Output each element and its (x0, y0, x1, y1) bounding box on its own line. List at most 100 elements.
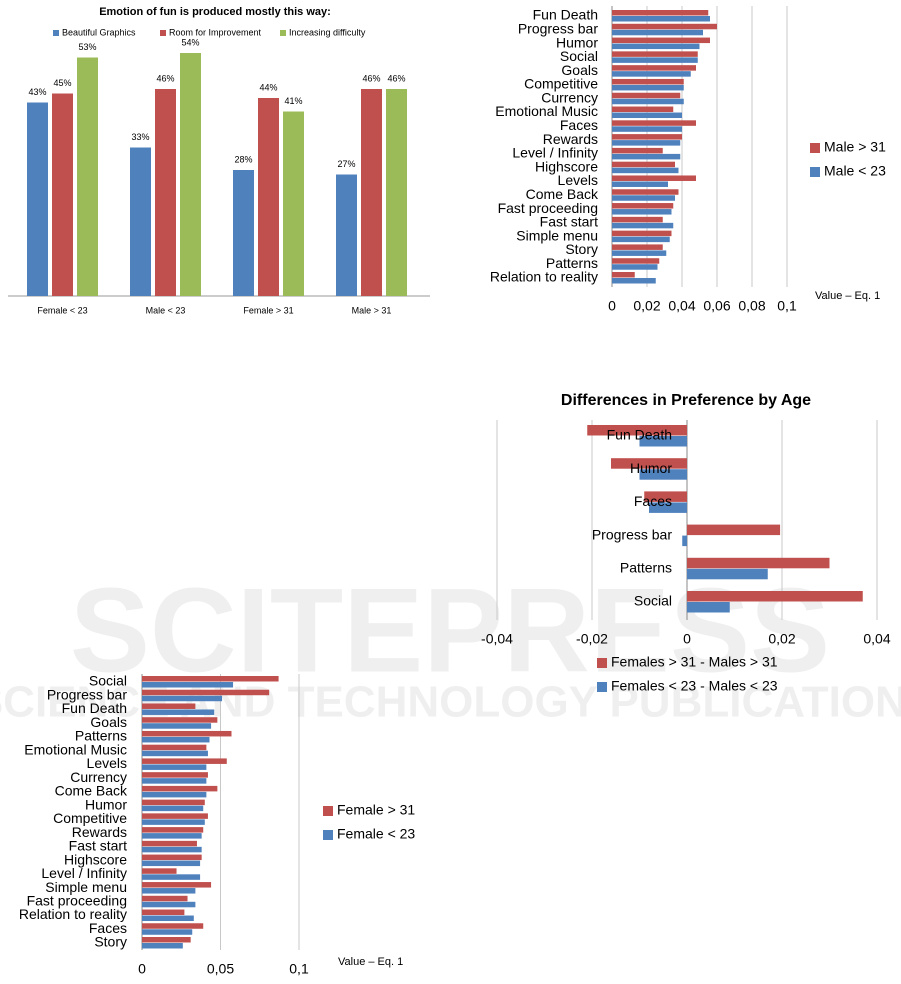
legend-swatch (810, 143, 820, 153)
y-tick-label: Come Back (526, 186, 599, 202)
y-tick-label: Rewards (72, 824, 127, 840)
bar (612, 112, 682, 119)
bar (142, 799, 205, 806)
bar (612, 203, 674, 209)
x-tick-label: 0,08 (738, 298, 765, 314)
bar (612, 181, 668, 187)
value-label: 45% (53, 78, 71, 88)
bar (612, 92, 681, 99)
bar (687, 568, 768, 580)
bar (142, 868, 177, 874)
bar (611, 458, 687, 469)
bar (612, 29, 703, 36)
bar (612, 57, 698, 63)
bar (142, 901, 196, 908)
legend-label: Male < 23 (824, 163, 886, 179)
bar (142, 854, 202, 861)
x-tick-label: 0,05 (207, 961, 234, 977)
bar (612, 222, 674, 229)
bar (587, 425, 687, 436)
y-tick-label: Patterns (75, 728, 127, 744)
bar (612, 209, 672, 215)
x-tick-label: 0,1 (289, 961, 309, 977)
value-label: 54% (181, 37, 199, 47)
x-tick-label: 0,1 (777, 298, 797, 314)
legend-label: Room for Improvement (169, 27, 262, 37)
y-tick-label: Levels (87, 755, 127, 771)
legend-label: Beautiful Graphics (62, 27, 136, 37)
bar (142, 943, 183, 949)
bar (52, 93, 73, 296)
x-tick-label: Male < 23 (146, 305, 186, 315)
value-label: 53% (78, 42, 96, 52)
bar (142, 689, 270, 696)
bar (142, 929, 193, 935)
bar (612, 236, 670, 243)
value-label: 33% (131, 132, 149, 142)
bar (612, 65, 696, 71)
legend-label: Females < 23 - Males < 23 (611, 678, 778, 694)
y-tick-label: Emotional Music (24, 741, 127, 757)
bar (142, 676, 279, 682)
bar (639, 436, 687, 447)
bar (612, 278, 656, 284)
y-tick-label: Progress bar (47, 686, 127, 702)
y-tick-label: Currency (541, 89, 598, 105)
bar (612, 23, 717, 30)
y-tick-label: Competitive (524, 76, 598, 92)
bar (180, 53, 201, 296)
x-tick-label: -0,04 (481, 631, 513, 647)
y-tick-label: Fast start (69, 838, 127, 854)
bar (612, 16, 710, 22)
bar (612, 140, 681, 146)
legend-label: Increasing difficulty (289, 27, 366, 37)
bar (27, 102, 48, 296)
bar (142, 813, 208, 819)
y-tick-label: Social (634, 593, 672, 609)
bar (142, 736, 210, 743)
y-tick-label: Faces (89, 920, 127, 936)
y-tick-label: Level / Infinity (512, 145, 598, 161)
watermark-title: SCITEPRESS (70, 564, 830, 698)
y-tick-label: Rewards (543, 131, 598, 147)
legend-swatch (323, 830, 333, 840)
bar (687, 602, 730, 613)
bar (142, 764, 207, 770)
value-label: 43% (28, 87, 46, 97)
bar (142, 717, 218, 723)
bar (612, 98, 684, 105)
bar (258, 98, 279, 296)
bar (77, 57, 98, 296)
y-tick-label: Patterns (620, 560, 672, 576)
x-axis-label: Value – Eq. 1 (815, 290, 880, 302)
legend-label: Female > 31 (337, 802, 415, 818)
bar (612, 120, 696, 126)
x-axis-label: Value – Eq. 1 (338, 956, 403, 968)
y-tick-label: Competitive (53, 810, 127, 826)
bar (687, 591, 863, 602)
value-label: 46% (362, 73, 380, 83)
y-tick-label: Levels (558, 172, 598, 188)
y-tick-label: Simple menu (45, 879, 127, 895)
value-label: 44% (259, 82, 277, 92)
legend-swatch (597, 658, 607, 668)
x-tick-label: 0,02 (768, 631, 795, 647)
bar (142, 819, 205, 825)
x-tick-label: 0 (138, 961, 146, 977)
y-tick-label: Come Back (55, 783, 128, 799)
y-tick-label: Emotional Music (495, 103, 598, 119)
chart-title: Differences in Preference by Age (561, 392, 811, 409)
bar (649, 502, 687, 513)
bar (612, 78, 684, 85)
chart-title: Emotion of fun is produced mostly this w… (99, 6, 331, 18)
value-label: 41% (284, 96, 302, 106)
x-tick-label: Male > 31 (352, 305, 392, 315)
y-tick-label: Humor (556, 34, 598, 50)
x-tick-label: -0,02 (576, 631, 608, 647)
bar (687, 557, 830, 569)
bar (142, 882, 212, 888)
bar (612, 10, 709, 16)
y-tick-label: Highscore (64, 851, 127, 867)
bar (142, 874, 201, 880)
